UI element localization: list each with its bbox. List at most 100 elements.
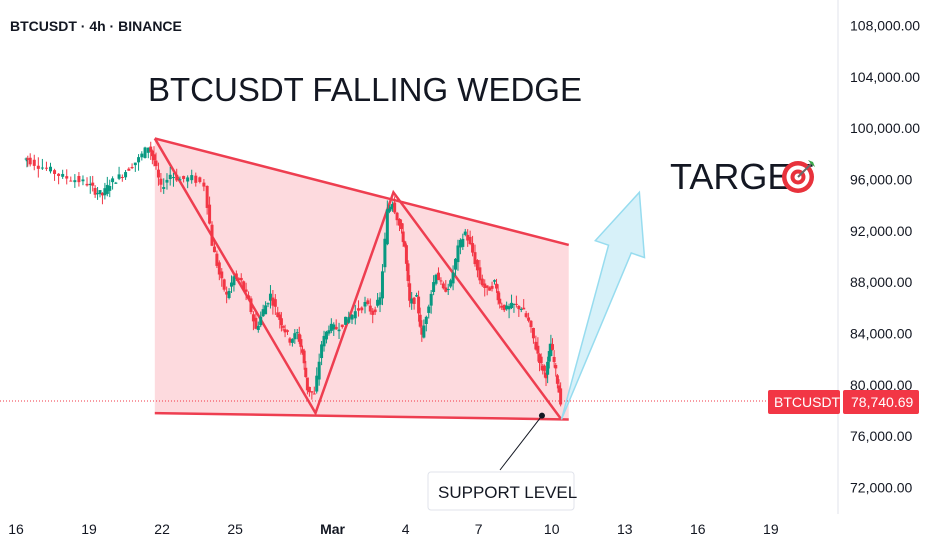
- candle-body: [412, 297, 416, 304]
- candle-body: [165, 179, 169, 183]
- candle-body: [117, 174, 121, 179]
- wedge-lower-line: [154, 411, 569, 421]
- y-tick-label: 88,000.00: [850, 274, 912, 290]
- x-tick-label: 16: [8, 521, 24, 537]
- candle-body: [222, 279, 226, 290]
- candle-body: [150, 150, 154, 157]
- candle-body: [329, 323, 333, 331]
- candle-body: [554, 364, 558, 369]
- candle-body: [182, 175, 186, 179]
- candle-body: [239, 277, 243, 281]
- candle-body: [350, 314, 354, 320]
- candle-body: [98, 190, 102, 195]
- projection-arrow: [560, 190, 646, 420]
- candle-body: [480, 278, 484, 286]
- candle-body: [422, 325, 426, 338]
- candle-body: [93, 188, 97, 195]
- candle-body: [519, 308, 523, 310]
- price-axis[interactable]: 108,000.00 104,000.00 100,000.00 96,000.00 9…: [850, 18, 920, 496]
- symbol-tag-label: BTCUSDT: [774, 394, 841, 410]
- candle-body: [546, 361, 550, 375]
- candle-body: [264, 305, 268, 315]
- candle-body: [478, 267, 482, 281]
- candle-body: [301, 349, 305, 353]
- candle-body: [143, 147, 147, 158]
- candle-body: [322, 335, 326, 347]
- candle-body: [340, 324, 344, 328]
- candle-body: [400, 223, 404, 230]
- candle-body: [130, 166, 134, 169]
- y-tick-label: 80,000.00: [850, 377, 912, 393]
- candle-body: [108, 186, 112, 191]
- candle-body: [395, 212, 399, 221]
- candle-body: [334, 326, 338, 330]
- candle-body: [266, 303, 270, 305]
- candle-body: [114, 182, 118, 184]
- candle-body: [69, 180, 73, 182]
- candle-body: [247, 295, 251, 299]
- candle-body: [254, 317, 258, 329]
- candle-body: [320, 344, 324, 359]
- candle-body: [111, 178, 115, 183]
- candle-body: [290, 339, 294, 343]
- candle-body: [281, 326, 285, 328]
- candle-body: [271, 297, 275, 306]
- candle-body: [244, 289, 248, 292]
- candle-body: [229, 282, 233, 287]
- candle-body: [297, 333, 301, 342]
- x-tick-label: Mar: [320, 521, 345, 537]
- candle-body: [449, 280, 453, 287]
- candle-body: [505, 305, 509, 310]
- candle-body: [48, 166, 52, 172]
- candle-body: [551, 344, 555, 350]
- candle-body: [432, 282, 436, 293]
- candle-body: [488, 287, 492, 291]
- candle-body: [434, 274, 438, 284]
- candle-body: [332, 324, 336, 330]
- candle-body: [368, 305, 372, 312]
- candle-body: [461, 238, 465, 247]
- candle-body: [232, 276, 236, 286]
- candle-body: [175, 174, 179, 181]
- candle-body: [391, 203, 395, 208]
- candle-body: [466, 234, 470, 241]
- candle-body: [555, 375, 559, 384]
- candle-body: [317, 361, 321, 380]
- candle-body: [85, 183, 89, 186]
- candle-body: [514, 303, 518, 305]
- candle-body: [403, 241, 407, 247]
- candle-body: [559, 388, 563, 405]
- candle-body: [389, 206, 393, 210]
- candle-body: [234, 273, 238, 278]
- candle-body: [194, 175, 198, 183]
- support-label-box: [427, 471, 575, 511]
- candle-body: [527, 317, 531, 321]
- candle-body: [293, 333, 297, 340]
- candle-body: [483, 283, 487, 288]
- candle-body: [337, 329, 341, 332]
- candle-body: [473, 252, 477, 265]
- x-tick-label: 4: [402, 521, 410, 537]
- candle-body: [283, 329, 287, 333]
- candle-body: [88, 183, 92, 186]
- support-point-marker: [538, 412, 545, 419]
- wedge-upper-line: [154, 137, 570, 247]
- x-tick-label: 13: [617, 521, 633, 537]
- candle-body: [154, 160, 158, 167]
- time-axis[interactable]: 16 19 22 25 Mar 4 7 10 13 16 19: [8, 521, 779, 537]
- candle-body: [401, 231, 405, 243]
- candle-body: [531, 327, 535, 339]
- candle-body: [417, 296, 421, 314]
- candle-body: [156, 169, 160, 178]
- candle-body: [327, 330, 331, 334]
- candle-body: [198, 177, 202, 182]
- candle-body: [210, 224, 214, 246]
- candle-body: [217, 262, 221, 275]
- candle-body: [227, 291, 231, 299]
- x-tick-label: 19: [81, 521, 97, 537]
- candle-body: [105, 184, 109, 194]
- candle-body: [190, 175, 194, 181]
- symbol-header[interactable]: BTCUSDT · 4h · BINANCE: [10, 18, 182, 34]
- candle-body: [410, 298, 414, 304]
- candle-body: [539, 356, 543, 364]
